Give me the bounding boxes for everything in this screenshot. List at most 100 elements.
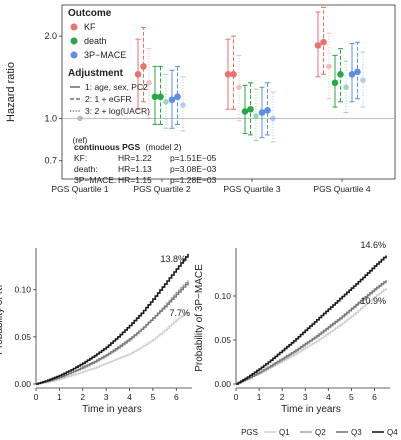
hr-point-group	[337, 48, 344, 103]
km-curve-q4	[236, 255, 387, 385]
y-tick-label: 0.10	[214, 291, 231, 301]
y-tick-label: 0.05	[14, 332, 31, 342]
hr-point	[354, 68, 361, 76]
hr-point	[337, 70, 344, 78]
hr-point	[241, 108, 249, 115]
hr-point	[326, 63, 332, 70]
hr-point-group	[270, 91, 276, 143]
cont-outcome: 3P−MACE:	[74, 175, 116, 185]
km-curve-q3	[236, 280, 387, 385]
hr-point-group	[168, 69, 176, 129]
hr-point-group	[163, 73, 169, 129]
hr-point	[224, 70, 232, 78]
km-panel-kf: 0.00 0.05 0.10 0 1 2 3 4 5 6 Time in years Probabil…	[0, 248, 192, 415]
ref-label: (ref)	[73, 136, 88, 145]
cont-hr: HR=1.22	[118, 153, 152, 163]
hr-point-group	[258, 86, 266, 139]
km-panel-mace: 0.00 0.05 0.10 0 1 2 3 4 5 6 Time in years Probabil…	[194, 240, 390, 415]
hr-point	[360, 77, 366, 83]
km-curve-q1	[36, 311, 189, 385]
legend-adjust-label: 1: age, sex, PC2	[85, 82, 148, 92]
hr-point-group	[157, 65, 164, 125]
cont-p: p=1.28E−03	[170, 175, 217, 185]
legend-outcome-title: Outcome	[68, 8, 112, 19]
top-plot-frame	[61, 4, 396, 180]
hr-point	[163, 98, 169, 105]
hr-point	[331, 79, 339, 87]
hr-point-group	[253, 88, 259, 141]
top-x-labels: PGS Quartile 1 PGS Quartile 2 PGS Quartile…	[51, 179, 371, 194]
x-tick-label: PGS Quartile 1	[51, 184, 108, 194]
hr-point	[168, 96, 176, 104]
continuous-title-bold: continuous PGS	[74, 142, 140, 152]
legend-label: Q4	[387, 428, 398, 437]
hr-point-group	[180, 76, 186, 132]
annotation-q1: 7.7%	[169, 308, 190, 318]
hr-point-group	[326, 32, 332, 100]
hr-point-group	[224, 38, 232, 110]
x-tick-label: 6	[372, 392, 377, 402]
hr-point-group	[241, 84, 249, 135]
x-tick-label: 3	[104, 392, 109, 402]
x-tick-label: 3	[303, 392, 308, 402]
bottom-legend: PGS Q1 Q2 Q3 Q4	[241, 428, 398, 437]
hr-point-group	[236, 54, 242, 122]
legend-dot	[70, 37, 78, 45]
hr-point	[253, 113, 259, 119]
cont-p: p=3.08E−03	[170, 164, 217, 174]
x-axis-label: Time in years	[82, 404, 142, 415]
x-tick-label: PGS Quartile 2	[133, 184, 190, 194]
hr-point	[270, 115, 276, 122]
x-tick-label: 2	[80, 392, 85, 402]
cont-outcome: death:	[74, 164, 98, 174]
legend-label: Q3	[351, 428, 362, 437]
continuous-title: continuous PGS (model 2)	[74, 142, 182, 152]
x-tick-label: 5	[349, 392, 354, 402]
x-tick-label: 2	[280, 392, 285, 402]
hr-point	[230, 70, 237, 78]
hr-point	[174, 93, 181, 101]
hr-point	[320, 38, 327, 46]
legend-dot	[70, 51, 78, 59]
hr-point-group	[247, 82, 254, 136]
cont-hr: HR=1.15	[118, 175, 152, 185]
x-tick-label: 6	[174, 392, 179, 402]
x-tick-label: 4	[127, 392, 132, 402]
km-curve-q3	[36, 282, 189, 385]
hr-point-group	[314, 11, 322, 78]
hr-point-group	[348, 42, 356, 103]
hr-point-group	[151, 65, 159, 125]
legend-outcome-label: 3P−MACE	[84, 50, 126, 60]
top-ylabel: Hazard ratio	[5, 62, 17, 122]
y-tick-label: 2.0	[44, 31, 57, 41]
hr-point	[264, 107, 271, 114]
legend-outcome-label: KF	[84, 22, 96, 32]
x-tick-label: 5	[151, 392, 156, 402]
top-y-ticks: 0.7 1.0 2.0	[44, 31, 62, 166]
y-tick-label: 0.05	[214, 335, 231, 345]
hr-point-group	[174, 65, 181, 125]
cont-outcome: KF:	[74, 153, 87, 163]
y-tick-label: 1.0	[44, 113, 57, 123]
x-tick-label: PGS Quartile 4	[313, 184, 370, 194]
hr-point	[258, 109, 266, 116]
hr-point	[134, 70, 142, 78]
hr-point-group	[343, 60, 349, 114]
ref-point	[77, 115, 83, 122]
hr-point	[140, 63, 147, 70]
legend-adjust-label: 2: 1 + eGFR	[85, 94, 132, 104]
x-axis-label: Time in years	[281, 404, 341, 415]
hr-point-group	[230, 35, 237, 110]
continuous-rows: KF: HR=1.22 p=1.51E−05 death: HR=1.13 p=3.08E…	[74, 153, 217, 185]
hr-point	[314, 42, 322, 49]
legend-adjust-title: Adjustment	[68, 68, 124, 79]
hr-point	[348, 70, 356, 78]
hr-point	[247, 105, 254, 113]
hr-point-group	[134, 38, 142, 110]
annotation-q1: 10.9%	[360, 296, 386, 306]
cont-p: p=1.51E−05	[170, 153, 217, 163]
hr-point-group	[320, 6, 327, 75]
hr-point-group	[360, 51, 366, 108]
